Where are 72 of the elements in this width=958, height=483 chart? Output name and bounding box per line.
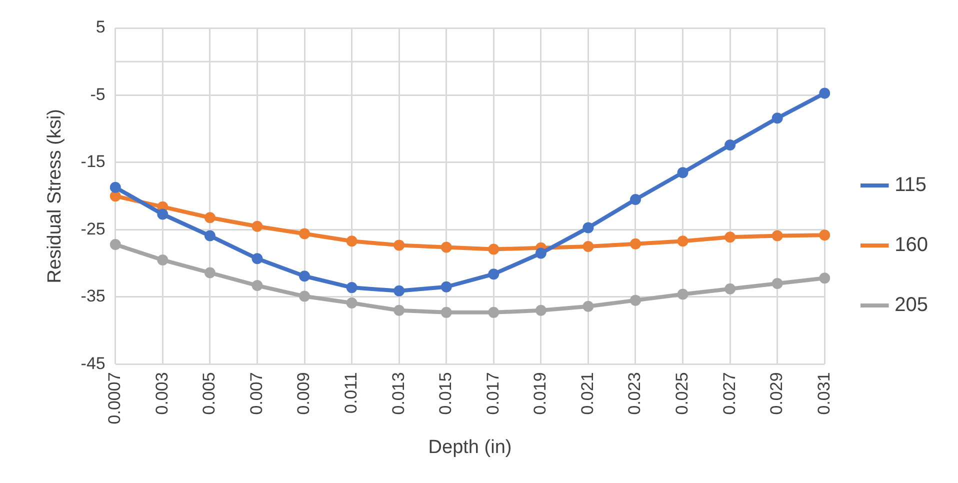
point [772,112,783,124]
point [299,290,310,302]
x-tick-label: 0.009 [294,372,314,415]
point [488,244,500,255]
x-tick-label: 0.027 [720,372,739,415]
x-tick-label: 0.031 [814,372,834,415]
x-tick-label: 0.013 [388,372,408,415]
x-tick-label: 0.017 [483,372,502,415]
point [677,288,688,300]
x-tick-label: 0.015 [436,372,456,415]
point [252,280,263,292]
x-tick-label: 0.003 [152,372,172,415]
point [204,212,216,224]
point [394,285,405,296]
point [724,232,736,243]
x-axis-title: Depth (in) [428,436,512,458]
y-axis-title: Residual Stress (ksi) [44,108,66,284]
x-tick-label: 0.005 [200,372,219,415]
point [346,282,358,294]
point [346,236,358,247]
point [488,306,500,318]
x-tick-label: 0.007 [246,372,266,415]
point [630,238,641,250]
x-tick-label: 0.021 [578,372,597,415]
point [724,140,736,150]
y-tick-label: -25 [80,219,106,238]
x-tick-label: 0.0007 [105,372,124,424]
legend-label: 115 [894,174,927,196]
y-tick-label: -35 [80,286,106,306]
point [677,167,688,178]
point [677,236,688,247]
x-tick-label: 0.029 [767,372,786,415]
point [772,230,783,242]
point [204,230,216,242]
point [440,281,452,292]
legend-label: 160 [894,234,928,256]
point [772,278,783,290]
point [157,208,168,220]
point [535,248,546,259]
legend-label: 205 [894,294,928,316]
point [819,230,830,241]
point [394,240,405,251]
x-tick-label: 0.011 [341,372,360,414]
point [819,272,830,284]
point [630,294,641,306]
point [582,222,594,234]
point [157,254,168,266]
point [394,304,405,316]
y-tick-label: -45 [80,354,106,373]
point [110,239,121,250]
point [535,304,546,316]
y-tick-label: -5 [90,84,106,104]
point [819,88,830,99]
point [488,268,500,280]
point [724,283,736,294]
point [582,300,594,312]
x-tick-label: 0.023 [625,372,644,415]
point [440,306,452,318]
point [299,228,310,240]
point [204,267,216,278]
point [252,220,263,232]
point [346,298,358,309]
point [582,241,594,252]
y-tick-label: 5 [96,18,106,37]
point [252,253,263,264]
x-tick-label: 0.019 [530,372,550,415]
x-tick-label: 0.025 [672,372,692,415]
point [440,242,452,253]
point [299,270,310,282]
y-tick-label: -15 [80,152,106,172]
point [110,182,121,193]
point [630,194,641,205]
